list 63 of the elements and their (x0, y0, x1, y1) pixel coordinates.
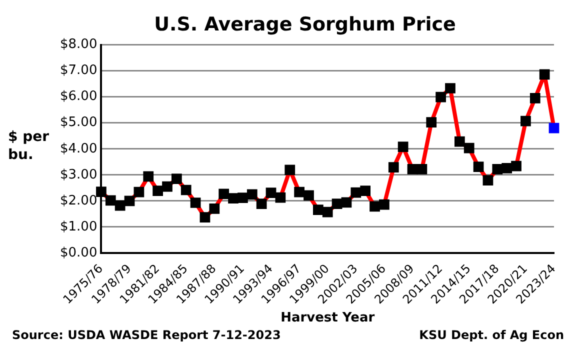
point (539, 69, 550, 80)
point (350, 187, 362, 198)
point (398, 142, 408, 152)
point (370, 201, 380, 212)
point (407, 164, 418, 174)
point (511, 160, 522, 172)
point (218, 188, 230, 200)
point (284, 164, 296, 176)
point (143, 171, 154, 182)
y-tick-label: $6.00 (60, 89, 98, 104)
y-tick-label: $0.00 (60, 245, 98, 260)
y-tick-label: $1.00 (60, 219, 98, 234)
point (360, 186, 371, 196)
point (473, 162, 484, 172)
point (246, 189, 258, 200)
y-tick-label: $4.00 (60, 141, 98, 156)
point (530, 92, 540, 104)
point (275, 192, 286, 203)
point (445, 83, 456, 94)
point (416, 164, 428, 174)
point (105, 195, 116, 206)
chart-title: U.S. Average Sorghum Price (154, 13, 456, 36)
y-tick-label: $8.00 (60, 37, 98, 52)
point (266, 188, 276, 198)
point (341, 197, 352, 208)
point (96, 186, 106, 197)
point (312, 204, 324, 215)
point (482, 175, 494, 186)
point (426, 117, 437, 128)
point (294, 186, 304, 198)
y-tick-label: $3.00 (60, 167, 98, 182)
point (162, 181, 172, 192)
x-axis-title: Harvest Year (280, 310, 376, 326)
point (200, 212, 210, 222)
point (190, 198, 201, 208)
point (228, 193, 238, 204)
y-tick-label: $5.00 (60, 115, 98, 130)
point (304, 190, 314, 201)
point (454, 136, 465, 147)
point (322, 206, 333, 218)
point (520, 116, 531, 126)
point (180, 184, 192, 196)
point (134, 186, 144, 198)
point (379, 199, 390, 210)
point (492, 164, 503, 174)
point (238, 192, 248, 203)
point (548, 122, 560, 134)
point (172, 174, 182, 184)
point (209, 204, 220, 214)
point (152, 186, 163, 196)
point (114, 200, 126, 211)
point (502, 162, 512, 174)
point (388, 162, 399, 173)
y-tick-label: $7.00 (60, 63, 98, 78)
y-tick-label: $2.00 (60, 193, 98, 208)
text: KSU Dept. of Ag Econ (419, 328, 564, 342)
point (332, 198, 342, 209)
point (124, 196, 135, 206)
point (464, 142, 474, 154)
source-note: Source: USDA WASDE Report 7-12-2023 (12, 328, 281, 342)
y-axis-title: $ per bu. (8, 128, 50, 164)
point (256, 198, 267, 209)
point (436, 92, 446, 102)
